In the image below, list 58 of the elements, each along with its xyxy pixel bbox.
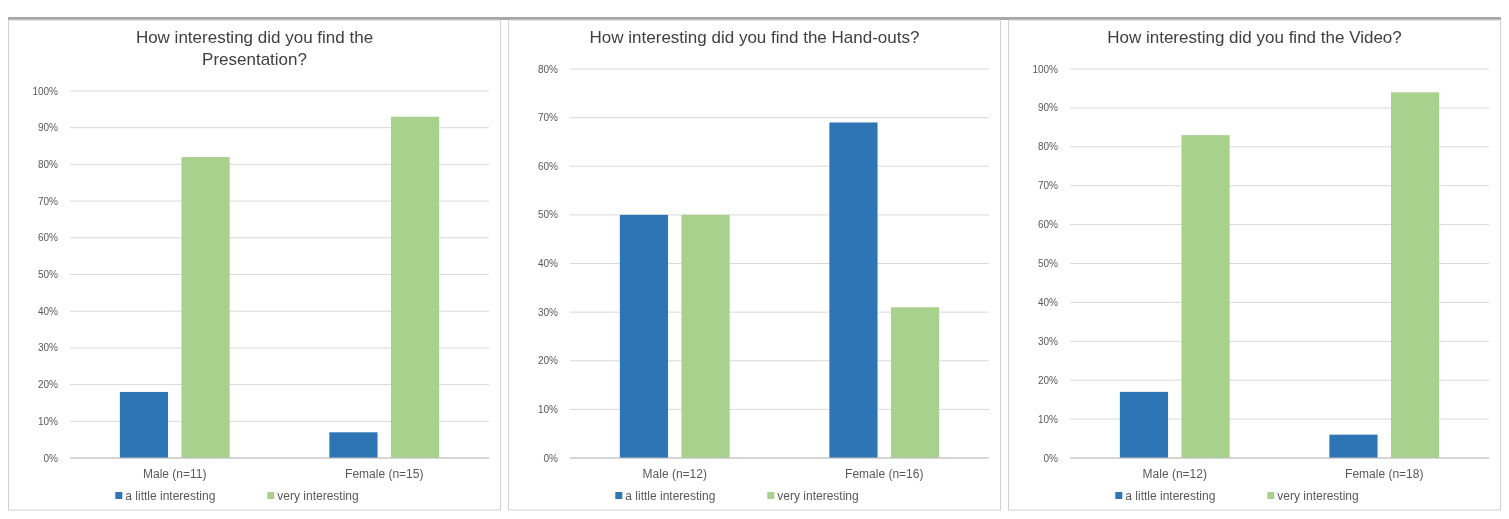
chart-title: How interesting did you find the Presentation? <box>135 28 374 69</box>
y-tick-label: 30% <box>37 342 59 354</box>
y-tick-label: 10% <box>1037 413 1059 425</box>
y-tick-label: 20% <box>1037 374 1059 386</box>
bar <box>1329 434 1378 458</box>
y-tick-label: 60% <box>537 160 559 172</box>
y-tick-label: 0% <box>43 452 59 464</box>
y-tick-label: 50% <box>1037 258 1059 269</box>
x-tick-label: Male (n=12) <box>1142 467 1207 481</box>
x-tick-label: Male (n=12) <box>642 467 707 481</box>
y-tick-label: 80% <box>537 63 559 75</box>
x-tick-label: Female (n=18) <box>1345 467 1424 481</box>
legend-label: very interesting <box>777 489 859 503</box>
bar <box>119 391 169 458</box>
y-tick-label: 100% <box>32 85 59 97</box>
bar <box>329 432 378 458</box>
y-tick-label: 40% <box>537 258 559 269</box>
y-tick-label: 50% <box>37 269 59 280</box>
y-tick-label: 60% <box>1037 219 1059 231</box>
y-tick-label: 80% <box>37 158 59 170</box>
bar <box>829 122 878 458</box>
y-tick-label: 70% <box>1037 180 1059 192</box>
x-tick-label: Male (n=11) <box>143 467 207 481</box>
y-tick-label: 10% <box>537 403 559 415</box>
y-tick-label: 80% <box>1037 141 1059 153</box>
bar <box>1390 92 1440 458</box>
y-tick-label: 70% <box>37 195 59 207</box>
y-tick-label: 20% <box>37 379 59 391</box>
legend-label: a little interesting <box>125 489 216 503</box>
x-tick-label: Female (n=15) <box>345 467 424 481</box>
y-tick-label: 30% <box>537 306 559 318</box>
y-tick-label: 30% <box>1037 335 1059 347</box>
legend-label: a little interesting <box>1125 489 1216 503</box>
legend-label: very interesting <box>1277 489 1359 503</box>
bar <box>390 116 440 458</box>
bar <box>1181 135 1230 458</box>
y-tick-label: 20% <box>537 355 559 367</box>
y-tick-label: 40% <box>1037 296 1059 308</box>
y-tick-label: 0% <box>1043 452 1059 464</box>
bar <box>681 214 730 458</box>
x-tick-label: Female (n=16) <box>845 467 924 481</box>
y-tick-label: 90% <box>37 122 59 134</box>
chart-title: How interesting did you find the Hand-outs? <box>589 28 920 47</box>
bar <box>890 307 940 458</box>
y-tick-label: 40% <box>37 305 59 317</box>
bar <box>619 214 669 458</box>
y-tick-label: 90% <box>1037 102 1059 114</box>
bar <box>181 157 230 458</box>
y-tick-label: 100% <box>1032 63 1059 75</box>
y-tick-label: 10% <box>37 415 59 427</box>
y-tick-label: 70% <box>537 112 559 124</box>
legend-label: a little interesting <box>625 489 716 503</box>
y-tick-label: 60% <box>37 232 59 244</box>
bar <box>1119 391 1169 458</box>
y-tick-label: 50% <box>537 209 559 221</box>
chart-title: How interesting did you find the Video? <box>1107 28 1402 47</box>
legend-label: very interesting <box>277 489 359 503</box>
y-tick-label: 0% <box>543 452 559 464</box>
